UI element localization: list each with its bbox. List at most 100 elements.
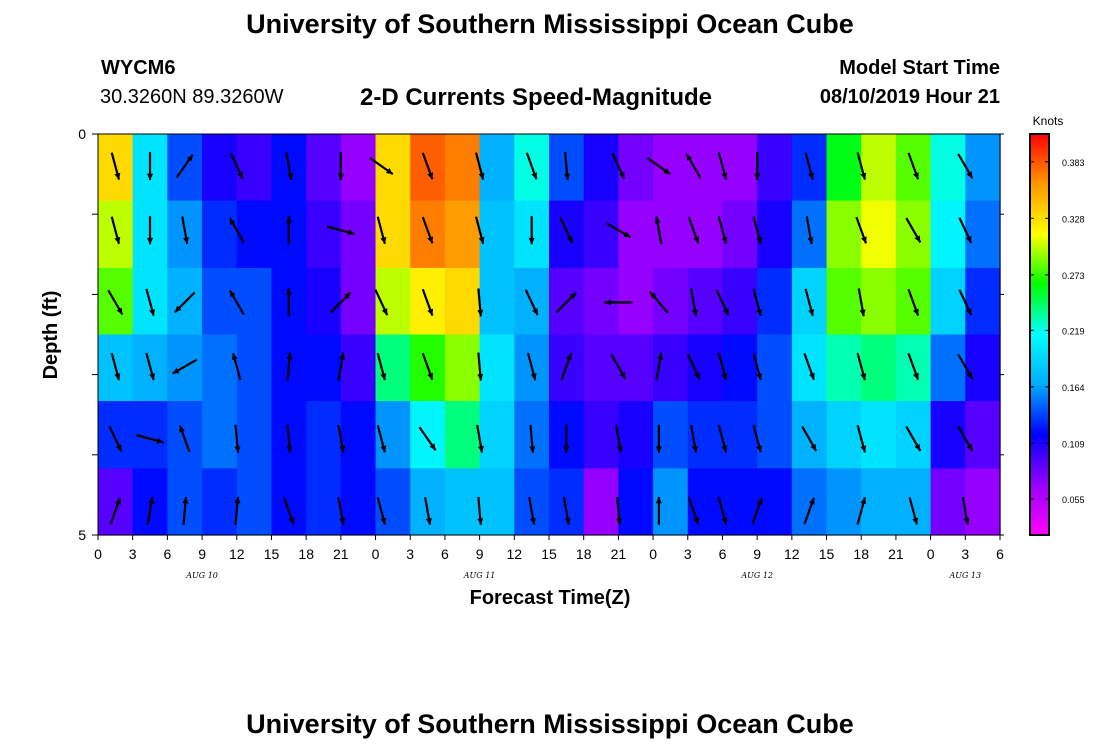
x-tick-label: 15 [541, 546, 557, 562]
heatmap-cell [861, 401, 897, 470]
current-arrow [685, 153, 702, 179]
colorbar-tick-label: 0.273 [1062, 271, 1085, 281]
current-arrow [228, 217, 245, 243]
heatmap-cell [930, 134, 966, 202]
current-arrow [958, 217, 973, 244]
current-arrow [376, 352, 387, 381]
heatmap-cell [757, 401, 793, 470]
heatmap-cell [861, 334, 897, 402]
heatmap-cell [826, 468, 862, 536]
current-arrow [804, 152, 815, 180]
heatmap-cell [722, 134, 758, 202]
current-arrow [528, 216, 535, 245]
heatmap-cell [236, 401, 273, 470]
current-arrow [477, 352, 484, 381]
current-arrow [605, 222, 632, 239]
heatmap-cell [549, 468, 585, 536]
heatmap-cell [826, 134, 862, 202]
heatmap-cell [444, 200, 481, 269]
current-arrow [172, 358, 198, 375]
x-tick-label: 9 [198, 546, 206, 562]
heatmap-cell [479, 200, 515, 269]
current-arrow [751, 497, 763, 525]
heatmap-cell [618, 134, 654, 202]
current-arrow [229, 152, 244, 180]
heatmap-cell [236, 200, 273, 269]
current-arrow [616, 496, 623, 525]
heatmap-cell [618, 200, 654, 269]
heatmap-cell [583, 468, 619, 536]
footer-title: University of Southern Mississippi Ocean… [246, 709, 854, 739]
heatmap-cell [236, 267, 273, 336]
heatmap-cell [653, 134, 689, 202]
heatmap-cell [479, 468, 515, 536]
heatmap-cell [930, 267, 966, 336]
heatmap-cell [410, 468, 446, 536]
heatmap-cell [583, 334, 619, 402]
heatmap-cell [757, 468, 793, 536]
current-arrow [654, 216, 663, 245]
x-tick-label: 15 [264, 546, 280, 562]
heatmap-cell [826, 334, 862, 402]
colorbar-tick-label: 0.383 [1062, 158, 1085, 168]
current-arrow [610, 353, 627, 380]
current-arrow [181, 216, 190, 245]
current-arrow [803, 497, 816, 525]
current-arrow [804, 288, 815, 317]
heatmap-cell [202, 334, 238, 402]
current-arrow [110, 216, 121, 245]
station-id: WYCM6 [101, 57, 176, 79]
current-arrow [560, 353, 573, 381]
heatmap-cell [167, 134, 203, 202]
heatmap-cell [410, 200, 446, 269]
current-arrow [182, 496, 189, 525]
heatmap-cell [618, 334, 654, 402]
heatmap-cells [98, 134, 1001, 536]
current-arrow [908, 497, 919, 525]
heatmap-cell [375, 468, 411, 536]
current-arrow [234, 424, 241, 453]
current-arrow [110, 152, 121, 180]
heatmap-cell [965, 267, 1001, 336]
current-arrow [337, 424, 346, 453]
heatmap-cell [444, 334, 481, 402]
current-arrow [690, 424, 698, 453]
heatmap-cell [271, 468, 307, 536]
current-arrow [856, 152, 867, 180]
current-arrow [107, 289, 124, 316]
current-arrow [108, 425, 123, 452]
current-arrow [147, 152, 154, 181]
colorbar-gradient [1029, 133, 1050, 536]
heatmap-cell [618, 401, 654, 470]
heatmap-cell [757, 134, 793, 202]
current-arrow [421, 353, 434, 381]
current-arrow [421, 216, 434, 244]
heatmap-cell [965, 401, 1001, 470]
current-arrow [421, 152, 434, 180]
x-axis-label: Forecast Time(Z) [470, 587, 631, 609]
current-arrow [175, 153, 194, 179]
current-arrow [285, 288, 292, 317]
current-arrow [686, 353, 701, 380]
current-arrow [421, 288, 434, 316]
heatmap-cell [340, 401, 377, 470]
current-arrow [717, 152, 728, 180]
heatmap-cell [479, 134, 515, 202]
current-arrow [474, 152, 485, 180]
x-tick-label: 3 [406, 546, 414, 562]
heatmap-cell [340, 334, 377, 402]
heatmap-cell [930, 468, 966, 536]
colorbar-tick-label: 0.164 [1062, 383, 1085, 393]
current-arrow [529, 424, 536, 453]
heatmap-cell [583, 401, 619, 470]
heatmap-cell [236, 334, 273, 402]
chart-title: 2-D Currents Speed-Magnitude [360, 84, 713, 111]
current-arrow [285, 216, 292, 245]
current-arrow [611, 152, 626, 180]
current-arrow [474, 216, 485, 245]
x-tick-label: 18 [298, 546, 314, 562]
current-arrow [856, 424, 867, 453]
heatmap-cell [202, 267, 238, 336]
heatmap-cell [965, 200, 1001, 269]
current-arrow [234, 496, 241, 525]
